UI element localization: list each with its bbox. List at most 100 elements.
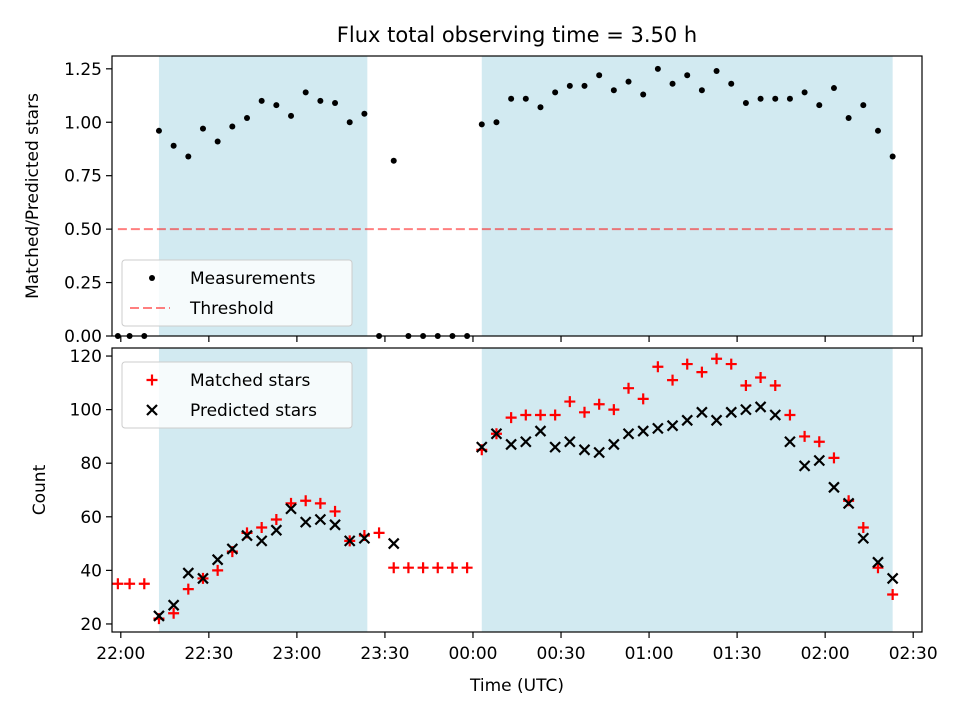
x-tick-label: 23:30 bbox=[360, 644, 409, 664]
measurement-point bbox=[581, 82, 588, 89]
matched-star-point bbox=[828, 452, 840, 464]
measurement-point bbox=[757, 95, 764, 102]
matched-star-point bbox=[534, 409, 546, 421]
matched-star-point bbox=[329, 505, 341, 517]
y-tick-label: 80 bbox=[80, 454, 102, 474]
predicted-star-point bbox=[387, 537, 400, 550]
predicted-star-point bbox=[872, 556, 884, 569]
predicted-star-point bbox=[886, 572, 899, 585]
matched-star-point bbox=[769, 380, 781, 392]
x-axis-ticks bbox=[120, 336, 914, 342]
predicted-star-point bbox=[681, 414, 693, 427]
legend: Measurements Threshold bbox=[121, 259, 353, 327]
measurement-point bbox=[317, 97, 324, 104]
measurement-point bbox=[830, 85, 837, 92]
y-tick-label: 0.50 bbox=[64, 220, 102, 240]
predicted-star-point bbox=[241, 529, 253, 542]
measurement-point bbox=[214, 138, 221, 145]
matched-star-point bbox=[608, 404, 620, 416]
predicted-star-point bbox=[696, 406, 708, 419]
legend: Matched stars Predicted stars bbox=[121, 361, 353, 429]
matched-star-point bbox=[813, 436, 825, 448]
observing-window-band bbox=[481, 348, 893, 632]
matched-star-point bbox=[461, 562, 473, 574]
matched-star-point bbox=[872, 562, 884, 574]
predicted-star-point bbox=[857, 532, 870, 545]
measurement-point bbox=[669, 80, 676, 87]
x-tick-label: 01:00 bbox=[625, 644, 674, 664]
measurement-point bbox=[845, 114, 852, 121]
predicted-star-point bbox=[167, 599, 180, 611]
measurement-point bbox=[596, 72, 603, 79]
measurement-point bbox=[860, 102, 867, 109]
measurement-point bbox=[684, 72, 691, 79]
x-tick-label: 01:30 bbox=[713, 644, 762, 664]
predicted-star-point bbox=[798, 460, 811, 472]
matched-star-point bbox=[300, 495, 312, 507]
matched-star-point bbox=[388, 562, 400, 574]
predicted-star-point bbox=[828, 481, 840, 494]
predicted-star-point bbox=[358, 532, 371, 545]
predicted-star-point bbox=[593, 446, 605, 459]
matched-star-point bbox=[667, 374, 679, 386]
predicted-star-point bbox=[226, 543, 239, 555]
measurement-point bbox=[566, 82, 573, 89]
y-tick-label: 100 bbox=[70, 401, 102, 421]
predicted-star-point bbox=[725, 406, 738, 419]
predicted-star-point bbox=[314, 513, 327, 526]
legend-box bbox=[121, 259, 353, 327]
measurement-point bbox=[493, 119, 500, 126]
measurement-point bbox=[522, 95, 529, 102]
y-tick-label: 0.00 bbox=[64, 327, 102, 347]
measurement-point bbox=[199, 125, 206, 132]
measurement-point bbox=[889, 153, 896, 160]
matched-star-point bbox=[579, 406, 590, 418]
matched-star-point bbox=[857, 522, 869, 534]
bottom-panel: 20 40 60 80 100 120 22:00 22:30 23:00 23:30 00:00… bbox=[30, 347, 938, 696]
matched-star-point bbox=[711, 353, 723, 365]
matched-star-point bbox=[212, 564, 224, 576]
y-axis: 20 40 60 80 100 120 bbox=[70, 347, 112, 635]
observing-window-band bbox=[481, 56, 893, 336]
predicted-star-point bbox=[740, 403, 752, 416]
measurement-point bbox=[478, 121, 485, 128]
matched-star-point bbox=[402, 562, 414, 574]
measurement-point bbox=[170, 142, 177, 149]
x-tick-label: 00:30 bbox=[537, 644, 586, 664]
predicted-star-point bbox=[505, 438, 517, 451]
matched-star-point bbox=[138, 578, 150, 590]
legend-box bbox=[121, 361, 353, 429]
y-tick-label: 0.75 bbox=[64, 167, 102, 187]
predicted-star-point bbox=[255, 535, 268, 547]
matched-star-point bbox=[799, 430, 811, 442]
predicted-star-point bbox=[520, 435, 532, 448]
x-axis: 22:00 22:30 23:00 23:30 00:00 00:30 01:00 01:30… bbox=[96, 632, 938, 664]
predicted-star-point bbox=[182, 567, 195, 579]
x-tick-label: 00:00 bbox=[448, 644, 497, 664]
measurement-point bbox=[258, 97, 265, 104]
measurement-point bbox=[302, 89, 309, 96]
matched-star-point bbox=[520, 409, 532, 421]
measurement-point bbox=[288, 112, 295, 119]
measurement-point bbox=[508, 95, 515, 102]
matched-star-point bbox=[417, 562, 429, 574]
x-tick-label: 22:00 bbox=[96, 644, 145, 664]
legend-label: Predicted stars bbox=[190, 401, 317, 421]
measurement-point bbox=[155, 127, 162, 134]
matched-star-point bbox=[446, 562, 458, 574]
matched-star-point bbox=[270, 513, 282, 525]
predicted-star-point bbox=[211, 553, 224, 566]
predicted-star-point bbox=[270, 524, 283, 536]
legend-marker-dot bbox=[149, 275, 155, 281]
measurement-point bbox=[640, 91, 647, 98]
measurement-point bbox=[552, 89, 559, 96]
measurement-point bbox=[346, 119, 353, 126]
matched-star-point bbox=[314, 497, 326, 509]
chart-title: Flux total observing time = 3.50 h bbox=[337, 23, 697, 47]
predicted-star-point bbox=[285, 502, 297, 515]
matched-star-point bbox=[887, 588, 899, 600]
measurement-point bbox=[874, 127, 881, 134]
matched-star-point bbox=[623, 382, 635, 394]
matched-star-point bbox=[285, 497, 297, 509]
